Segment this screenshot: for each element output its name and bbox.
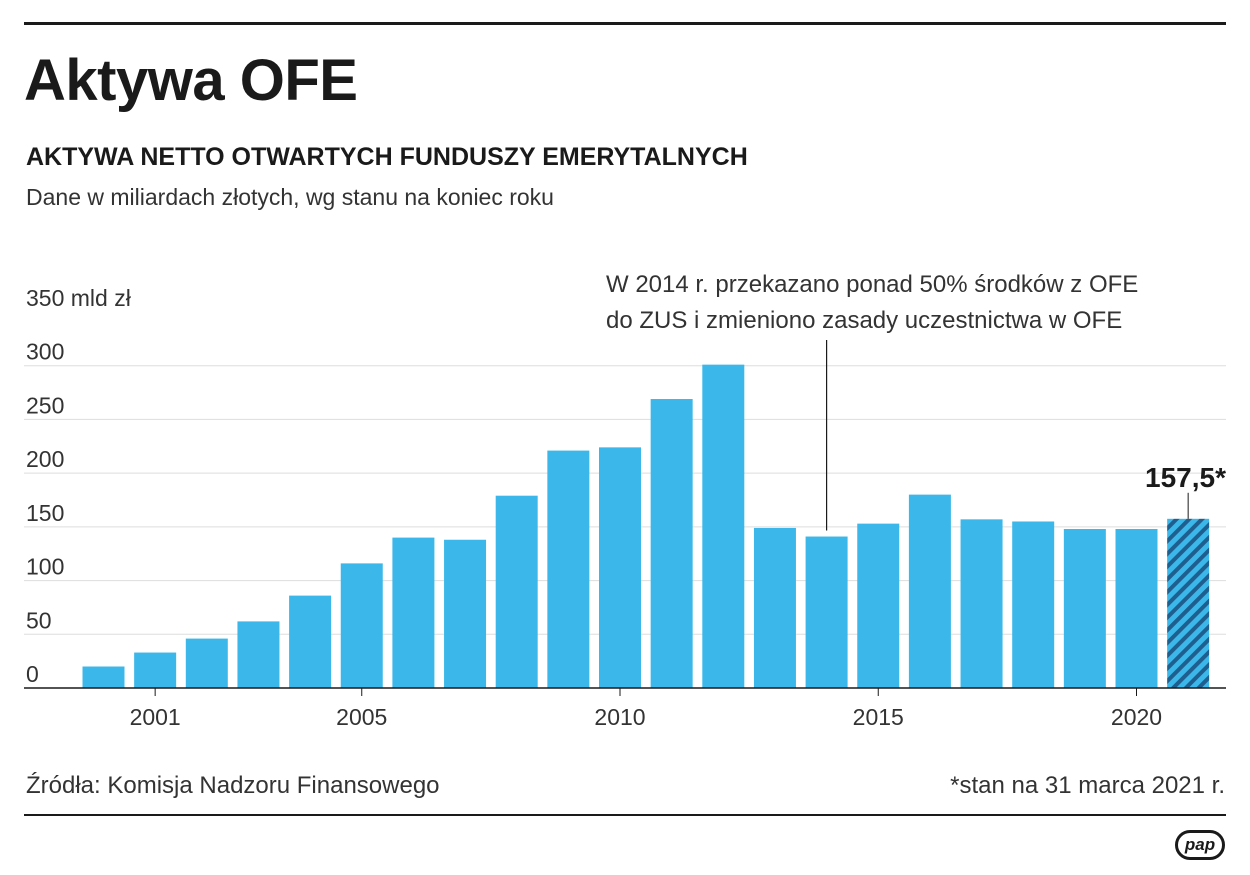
y-tick-label: 350 mld zł — [26, 285, 131, 311]
bar — [702, 364, 745, 688]
bar — [960, 519, 1003, 688]
bar — [547, 450, 590, 688]
bar — [340, 563, 383, 688]
pap-logo: pap — [1175, 830, 1225, 860]
y-tick-label: 200 — [26, 446, 64, 472]
bar — [753, 527, 796, 688]
bar — [908, 494, 951, 688]
y-tick-label: 250 — [26, 392, 64, 418]
bar — [495, 495, 538, 688]
bar — [1063, 529, 1106, 688]
source-note: Źródła: Komisja Nadzoru Finansowego — [26, 772, 440, 799]
page-title: Aktywa OFE — [24, 48, 358, 113]
y-tick-label: 100 — [26, 554, 64, 580]
x-tick-label: 2020 — [1111, 704, 1162, 730]
y-tick-label: 150 — [26, 500, 64, 526]
top-rule — [24, 22, 1226, 25]
bar — [1115, 529, 1158, 688]
annotation-text-line: do ZUS i zmieniono zasady uczestnictwa w… — [606, 307, 1122, 334]
bar — [444, 539, 487, 688]
y-tick-label: 0 — [26, 661, 39, 687]
bar — [185, 638, 228, 688]
bar — [1012, 521, 1055, 688]
bar — [134, 652, 177, 688]
x-tick-label: 2001 — [130, 704, 181, 730]
highlight-data-label: 157,5* — [1145, 462, 1226, 493]
annotation-text-line: W 2014 r. przekazano ponad 50% środków z… — [606, 271, 1138, 298]
chart-subtitle: AKTYWA NETTO OTWARTYCH FUNDUSZY EMERYTAL… — [26, 143, 748, 171]
bar — [392, 537, 435, 688]
bar-highlight — [1167, 518, 1210, 688]
bar — [82, 666, 125, 688]
bar — [857, 523, 900, 688]
bar — [805, 536, 848, 688]
y-tick-label: 50 — [26, 607, 52, 633]
footnote: *stan na 31 marca 2021 r. — [950, 772, 1225, 799]
x-tick-label: 2015 — [853, 704, 904, 730]
bar — [289, 595, 332, 688]
y-tick-label: 300 — [26, 339, 64, 365]
bar — [237, 621, 280, 688]
bar — [650, 399, 693, 688]
x-tick-label: 2010 — [594, 704, 645, 730]
chart-note: Dane w miliardach złotych, wg stanu na k… — [26, 184, 554, 210]
bottom-rule — [24, 814, 1226, 816]
bar — [599, 447, 641, 688]
x-tick-label: 2005 — [336, 704, 387, 730]
